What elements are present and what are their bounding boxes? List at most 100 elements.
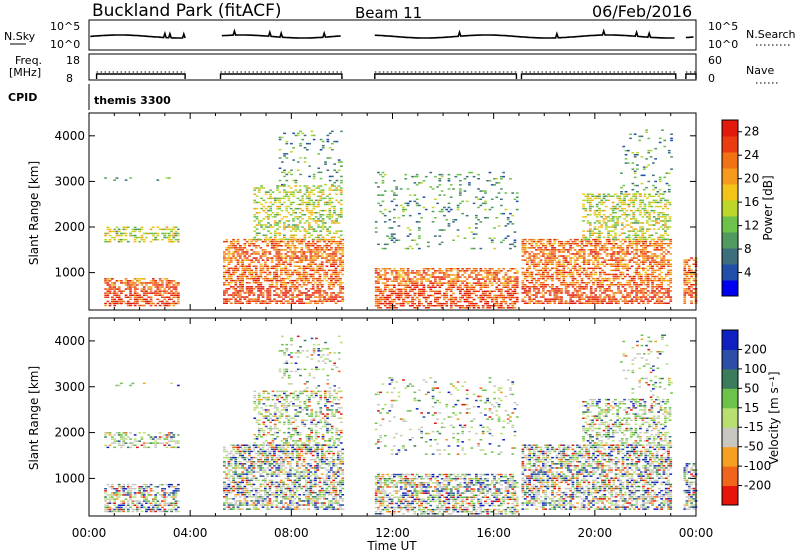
echo-cell <box>539 292 543 294</box>
echo-cell <box>687 273 691 276</box>
echo-cell <box>138 228 141 231</box>
echo-cell <box>586 222 590 224</box>
echo-cell <box>257 189 261 191</box>
echo-cell <box>454 175 458 178</box>
echo-cell <box>557 279 561 282</box>
echo-cell <box>598 247 602 249</box>
echo-cell <box>291 302 294 304</box>
echo-cell <box>617 259 620 261</box>
echo-cell <box>305 185 309 187</box>
echo-cell <box>630 298 634 300</box>
echo-cell <box>393 278 396 280</box>
echo-cell <box>106 278 110 280</box>
echo-cell <box>325 294 329 296</box>
echo-cell <box>377 276 380 278</box>
echo-cell <box>456 268 460 270</box>
echo-cell <box>548 245 552 247</box>
echo-cell <box>275 265 279 267</box>
echo-cell <box>535 279 538 282</box>
echo-cell <box>314 187 318 189</box>
echo-cell <box>330 277 333 280</box>
echo-cell <box>571 271 575 274</box>
echo-cell <box>652 174 655 177</box>
echo-cell <box>653 271 657 274</box>
echo-cell <box>470 292 474 295</box>
echo-cell <box>495 282 499 284</box>
echo-cell <box>117 302 121 305</box>
echo-cell <box>548 243 552 245</box>
echo-cell <box>601 271 604 274</box>
echo-cell <box>651 261 654 263</box>
echo-cell <box>379 307 382 309</box>
echo-cell <box>586 230 590 232</box>
echo-cell <box>156 282 160 284</box>
echo-cell <box>627 162 630 164</box>
echo-cell <box>582 288 586 290</box>
echo-cell <box>511 214 515 217</box>
echo-cell <box>616 220 619 222</box>
echo-cell <box>555 292 559 294</box>
echo-cell <box>658 243 661 245</box>
echo-cell <box>607 234 610 236</box>
echo-cell <box>273 290 276 292</box>
echo-cell <box>683 288 687 290</box>
echo-cell <box>104 177 107 179</box>
echo-cell <box>336 245 340 247</box>
echo-cell <box>227 245 231 247</box>
echo-cell <box>275 292 279 294</box>
echo-cell <box>264 279 267 282</box>
echo-cell <box>486 294 489 297</box>
echo-cell <box>161 286 164 288</box>
echo-cell <box>639 245 643 247</box>
echo-cell <box>293 288 297 290</box>
echo-cell <box>515 196 519 198</box>
echo-cell <box>612 255 616 257</box>
echo-cell <box>136 288 139 290</box>
echo-cell <box>286 263 290 265</box>
echo-cell <box>266 294 269 296</box>
echo-cell <box>234 249 238 251</box>
echo-cell <box>544 249 547 251</box>
echo-cell <box>104 302 107 305</box>
echo-cell <box>332 261 335 263</box>
echo-cell <box>643 207 647 210</box>
echo-cell <box>567 243 570 245</box>
echo-cell <box>582 238 585 241</box>
echo-cell <box>327 296 331 298</box>
echo-cell <box>420 288 423 291</box>
echo-cell <box>546 284 550 286</box>
echo-cell <box>145 284 148 286</box>
echo-cell <box>542 286 545 288</box>
echo-cell <box>582 253 586 255</box>
echo-cell <box>633 300 636 302</box>
echo-cell <box>239 253 242 255</box>
echo-cell <box>429 171 433 174</box>
echo-cell <box>608 296 611 298</box>
echo-cell <box>567 261 570 263</box>
echo-cell <box>305 255 308 257</box>
echo-cell <box>589 302 593 304</box>
echo-cell <box>576 243 579 245</box>
echo-cell <box>589 267 593 270</box>
echo-cell <box>289 214 293 216</box>
echo-cell <box>616 216 619 218</box>
echo-cell <box>223 271 226 274</box>
echo-cell <box>250 286 254 288</box>
echo-cell <box>241 273 244 276</box>
echo-cell <box>280 259 283 261</box>
echo-cell <box>289 298 292 300</box>
echo-cell <box>468 282 471 284</box>
echo-cell <box>268 288 272 290</box>
echo-cell <box>465 284 469 286</box>
echo-cell <box>156 302 160 305</box>
echo-cell <box>585 275 588 278</box>
echo-cell <box>163 302 167 305</box>
echo-cell <box>576 294 579 296</box>
echo-cell <box>267 205 270 208</box>
echo-cell <box>138 278 141 280</box>
echo-cell <box>639 253 643 255</box>
echo-cell <box>431 221 435 223</box>
echo-cell <box>427 302 430 305</box>
echo-cell <box>225 269 228 272</box>
echo-cell <box>506 307 510 309</box>
